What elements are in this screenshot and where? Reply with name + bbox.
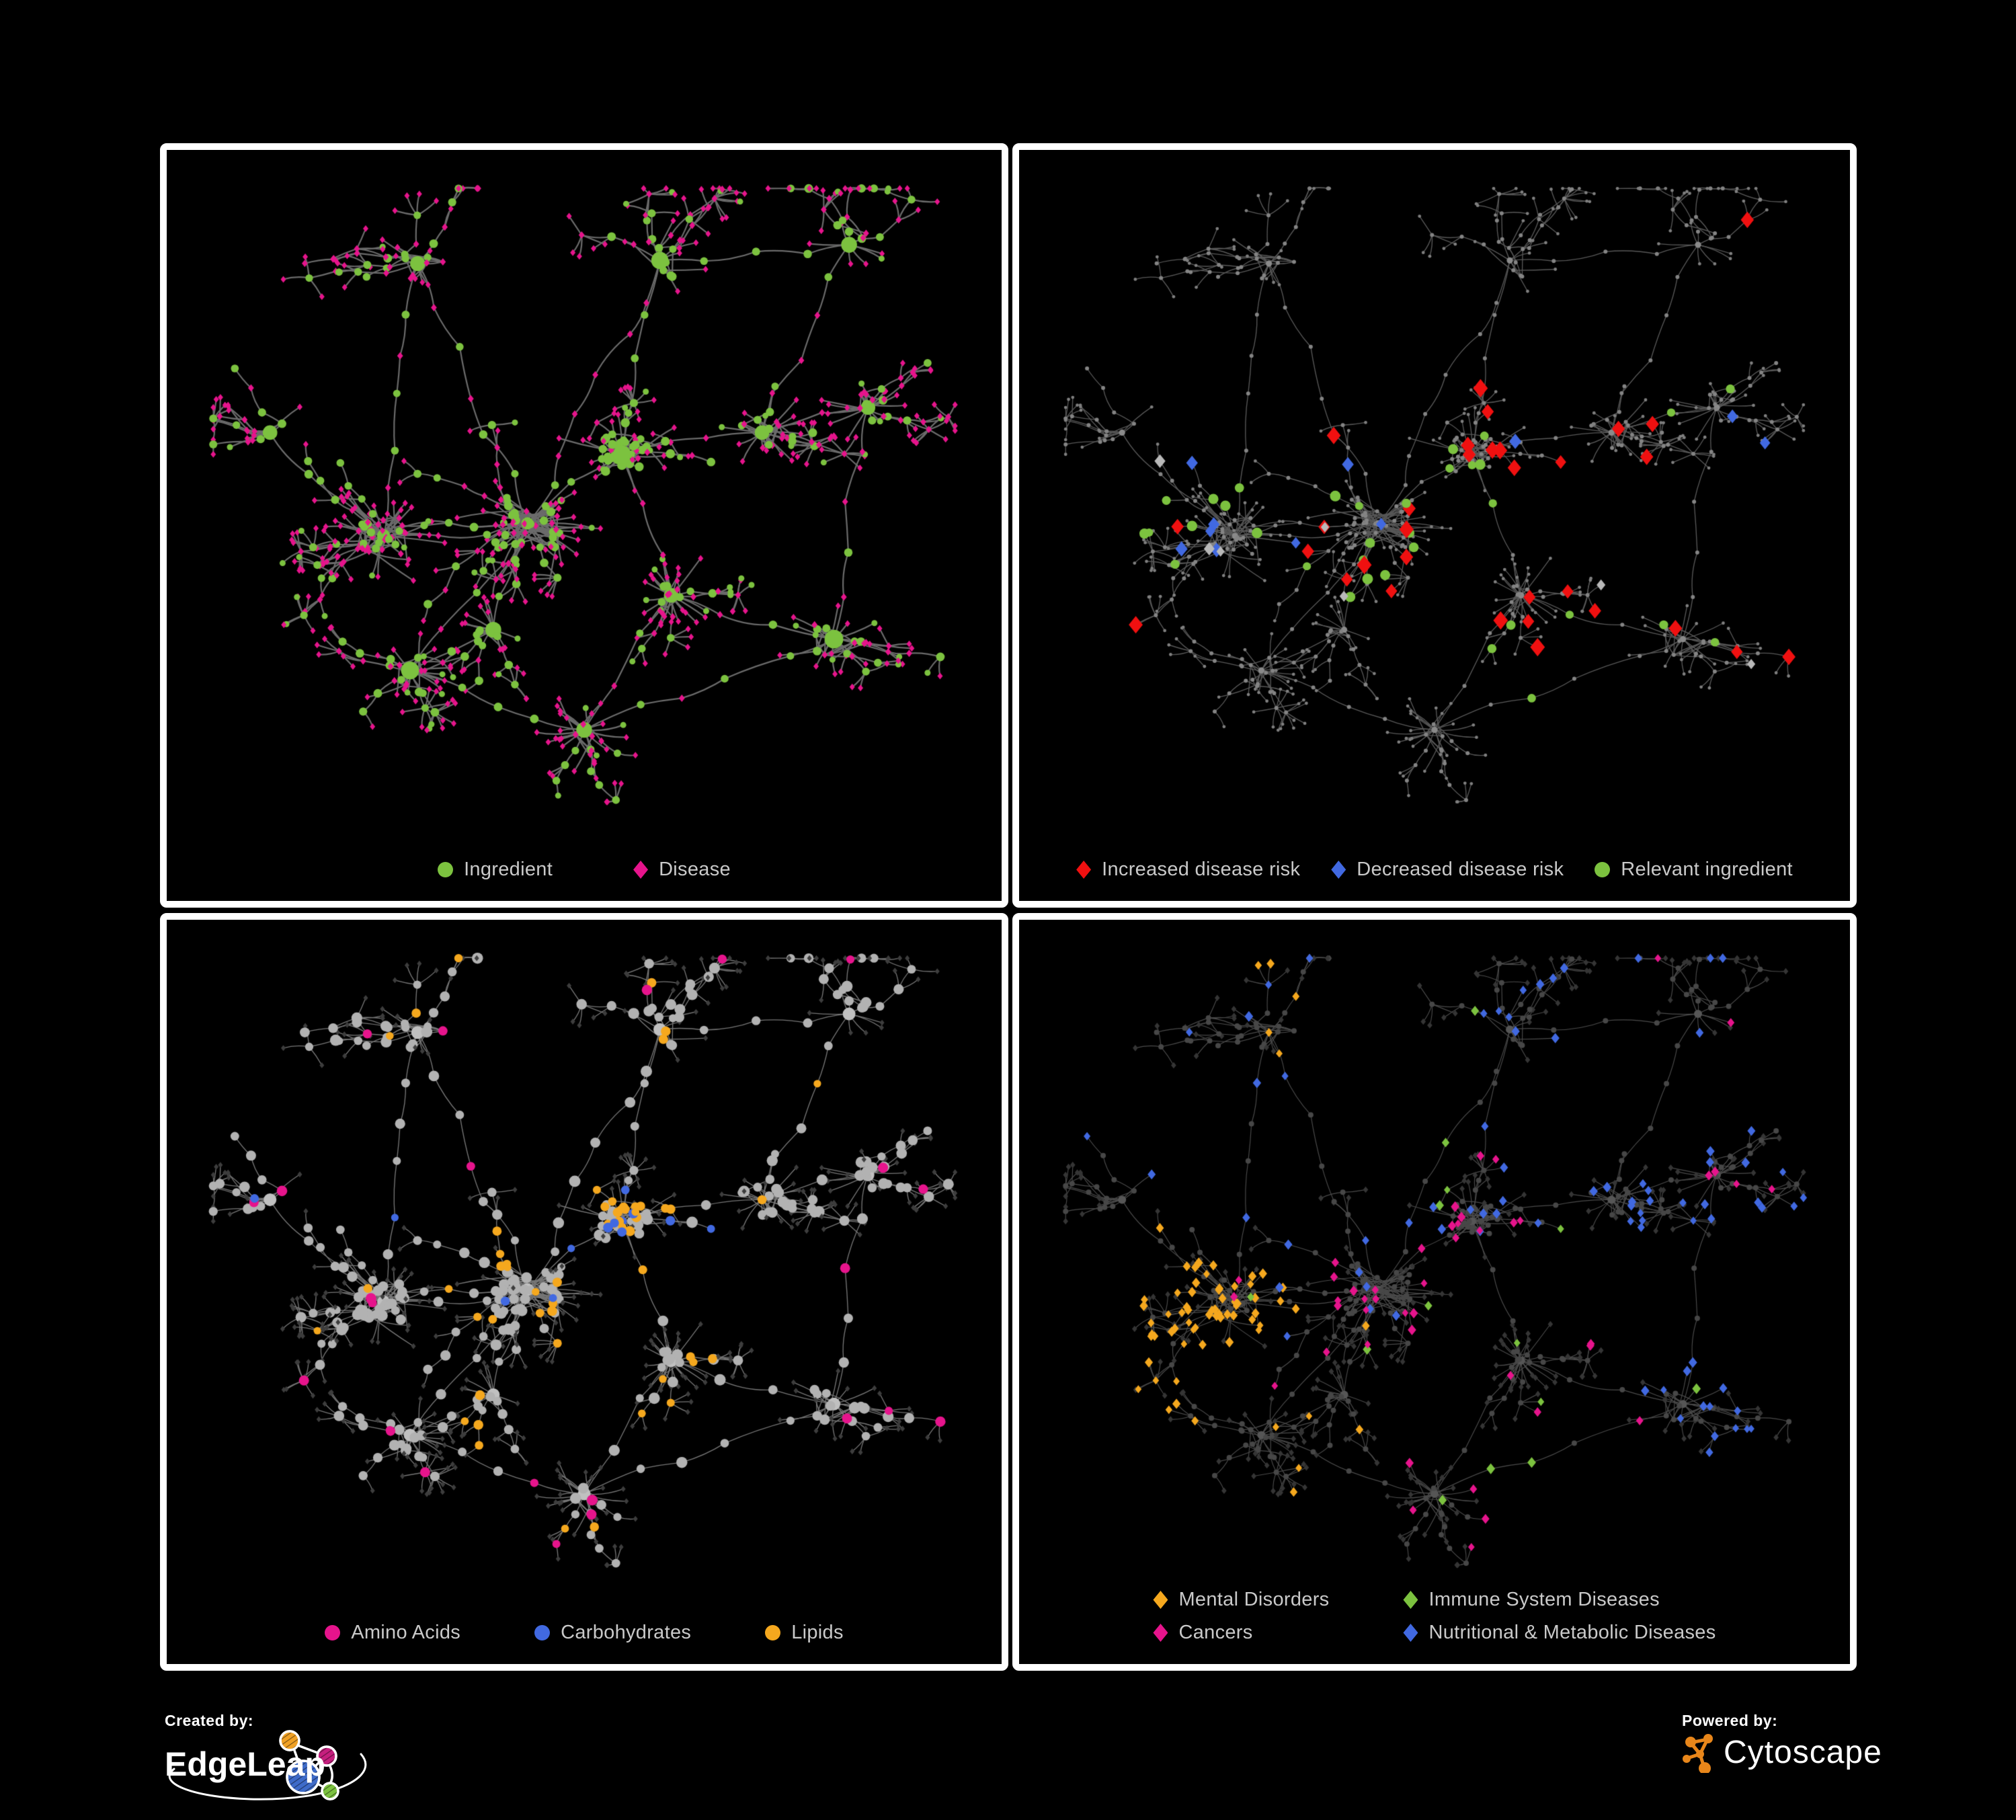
network-graph-metabolite-classes [167,920,1002,1664]
legend-item: Relevant ingredient [1595,859,1793,881]
legend-label: Ingredient [464,859,553,880]
diamond-marker-icon [1403,1591,1418,1609]
created-by-label: Created by: [165,1712,254,1729]
diamond-marker-icon [1153,1591,1168,1609]
legend-label: Mental Disorders [1178,1589,1330,1610]
legend-ingredient-disease: Ingredient Disease [167,859,1002,881]
diamond-marker-icon [633,861,649,879]
legend-label: Immune System Diseases [1428,1589,1660,1610]
legend-item: Nutritional & Metabolic Diseases [1403,1622,1716,1644]
legend-metabolite-classes: Amino Acids Carbohydrates Lipids [167,1622,1002,1644]
panel-metabolite-classes: Amino Acids Carbohydrates Lipids [160,913,1008,1671]
circle-marker-icon [534,1625,551,1640]
cytoscape-wordmark: Cytoscape [1724,1734,1882,1770]
diamond-marker-icon [1076,861,1092,879]
network-graph-disease-classes [1019,920,1850,1664]
edgeleap-logo-icon [168,1730,367,1801]
legend-label: Nutritional & Metabolic Diseases [1428,1622,1716,1643]
legend-item: Lipids [765,1622,844,1644]
legend-label: Lipids [791,1622,844,1643]
cytoscape-credit: Powered by: Cytoscape [1682,1712,1884,1813]
edgeleap-swoosh [168,1753,367,1801]
diamond-marker-icon [1403,1624,1418,1642]
cytoscape-lockup: Cytoscape [1682,1731,1884,1773]
circle-marker-icon [1595,862,1611,877]
diamond-marker-icon [1331,861,1346,879]
legend-label: Carbohydrates [561,1622,692,1643]
legend-item: Decreased disease risk [1331,859,1564,881]
legend-label: Increased disease risk [1102,859,1301,880]
panel-ingredient-disease: Ingredient Disease [160,143,1008,908]
legend-item: Carbohydrates [534,1622,691,1644]
legend-label: Cancers [1178,1622,1253,1643]
diamond-marker-icon [1153,1624,1168,1642]
legend-label: Relevant ingredient [1621,859,1793,880]
legend-label: Disease [659,859,731,880]
legend-item: Amino Acids [325,1622,460,1644]
cytoscape-logo-icon [1683,1734,1713,1773]
legend-item: Increased disease risk [1076,859,1300,881]
circle-marker-icon [765,1625,781,1640]
network-graph-disease-risk [1019,150,1850,901]
panel-disease-risk: Increased disease risk Decreased disease … [1012,143,1857,908]
network-graph-ingredient-disease [167,150,1002,901]
legend-item: Immune System Diseases [1403,1589,1716,1611]
legend-disease-classes: Mental Disorders Immune System Diseases Ca… [1019,1589,1850,1644]
edgeleap-wordmark: EdgeLeap [165,1745,325,1783]
cytoscape-logo-nodes [1683,1734,1713,1773]
edgeleap-credit: Created by: [165,1712,393,1813]
legend-item: Cancers [1153,1622,1329,1644]
edgeleap-lockup: EdgeLeap [165,1730,393,1807]
legend-label: Amino Acids [351,1622,461,1643]
legend-item: Mental Disorders [1153,1589,1329,1611]
edgeleap-nodes [279,1730,339,1801]
legend-item: Disease [633,859,731,881]
circle-marker-icon [325,1625,341,1640]
circle-marker-icon [438,862,454,877]
legend-item: Ingredient [438,859,553,881]
legend-disease-risk: Increased disease risk Decreased disease … [1019,859,1850,881]
powered-by-label: Powered by: [1682,1712,1778,1729]
panel-disease-classes: Mental Disorders Immune System Diseases Ca… [1012,913,1857,1671]
legend-label: Decreased disease risk [1357,859,1564,880]
